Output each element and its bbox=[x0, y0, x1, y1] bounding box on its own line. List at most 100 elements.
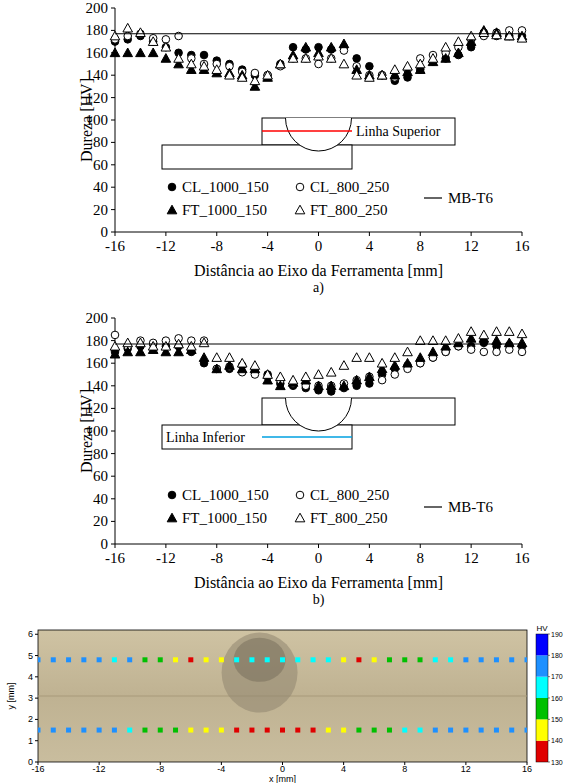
heat-cell bbox=[479, 657, 484, 662]
x-tick bbox=[369, 232, 370, 236]
marker-triangle bbox=[123, 338, 133, 347]
marker-triangle bbox=[123, 347, 133, 356]
heat-cell bbox=[494, 728, 499, 733]
x-tick-label: -4 bbox=[217, 764, 225, 774]
data-layer bbox=[110, 327, 527, 395]
y-tick bbox=[111, 142, 115, 143]
heat-cell bbox=[158, 657, 163, 662]
x-tick-label: -16 bbox=[105, 238, 125, 254]
heat-cell bbox=[433, 728, 438, 733]
heat-cell bbox=[341, 657, 346, 662]
x-tick bbox=[267, 232, 268, 236]
marker-triangle bbox=[339, 59, 349, 68]
heat-cell bbox=[418, 728, 423, 733]
marker-triangle bbox=[479, 330, 489, 339]
marker-triangle bbox=[517, 33, 527, 42]
y-tick bbox=[111, 164, 115, 165]
y-tick-label: 160 bbox=[86, 45, 109, 61]
marker-circle bbox=[467, 346, 475, 354]
marker-triangle bbox=[276, 381, 286, 390]
marker-triangle bbox=[237, 73, 247, 82]
y-tick bbox=[35, 634, 38, 635]
y-tick bbox=[111, 363, 115, 364]
y-tick bbox=[111, 187, 115, 188]
marker-triangle bbox=[161, 54, 171, 63]
colorbar-segment bbox=[536, 741, 548, 762]
y-tick bbox=[111, 498, 115, 499]
heat-cell bbox=[387, 728, 392, 733]
colorbar-tick-label: 150 bbox=[551, 716, 563, 723]
legend-label: FT_800_250 bbox=[310, 510, 388, 526]
heat-cell bbox=[127, 657, 132, 662]
marker-triangle bbox=[225, 361, 235, 370]
heat-cell bbox=[97, 728, 102, 733]
marker-triangle bbox=[326, 381, 336, 390]
legend-label: FT_1000_150 bbox=[182, 510, 267, 526]
marker-triangle bbox=[403, 347, 413, 356]
legend-marker bbox=[296, 491, 304, 499]
legend-line bbox=[424, 197, 442, 198]
heat-cell bbox=[479, 728, 484, 733]
legend-marker bbox=[168, 183, 176, 191]
colorbar-segment bbox=[536, 655, 548, 676]
marker-triangle bbox=[148, 341, 158, 350]
legend-label: CL_800_250 bbox=[310, 487, 389, 503]
heat-cell bbox=[38, 728, 41, 733]
heat-cell bbox=[418, 657, 423, 662]
heat-cell bbox=[112, 728, 117, 733]
marker-circle bbox=[264, 71, 272, 79]
marker-triangle bbox=[326, 367, 336, 376]
marker-triangle bbox=[377, 70, 387, 79]
marker-triangle bbox=[352, 353, 362, 362]
x-tick-label: 0 bbox=[315, 550, 323, 566]
marker-triangle bbox=[441, 54, 451, 63]
heat-cell bbox=[356, 657, 361, 662]
heat-cell bbox=[173, 657, 178, 662]
marker-triangle bbox=[199, 353, 209, 362]
legend-marker bbox=[295, 513, 305, 522]
inset-nugget bbox=[286, 118, 352, 151]
x-tick-label: 16 bbox=[522, 764, 532, 774]
colorbar-frame bbox=[536, 634, 548, 762]
marker-triangle bbox=[314, 370, 324, 379]
y-tick bbox=[111, 408, 115, 409]
data-layer bbox=[38, 657, 527, 732]
marker-triangle bbox=[428, 347, 438, 356]
y-tick-label: 60 bbox=[93, 157, 108, 173]
y-tick bbox=[111, 30, 115, 31]
legend-label: MB-T6 bbox=[448, 499, 494, 515]
heat-cell bbox=[372, 657, 377, 662]
marker-triangle bbox=[352, 375, 362, 384]
heat-cell bbox=[188, 657, 193, 662]
x-tick-label: -16 bbox=[31, 764, 44, 774]
marker-triangle bbox=[326, 42, 336, 51]
chart-panel: 020406080100120140160180200-16-12-8-4048… bbox=[78, 0, 530, 296]
legend-label: FT_800_250 bbox=[310, 202, 388, 218]
marker-triangle bbox=[225, 70, 235, 79]
x-tick bbox=[318, 232, 319, 236]
marker-triangle bbox=[441, 336, 451, 345]
heat-cell bbox=[295, 728, 300, 733]
marker-triangle bbox=[365, 353, 375, 362]
x-tick-label: -12 bbox=[156, 238, 176, 254]
x-tick-label: 8 bbox=[417, 550, 425, 566]
heat-cell bbox=[219, 657, 224, 662]
heat-cell bbox=[66, 657, 71, 662]
marker-triangle bbox=[466, 31, 476, 40]
heat-cell bbox=[402, 728, 407, 733]
x-tick-label: 12 bbox=[461, 764, 471, 774]
heat-cell bbox=[509, 657, 514, 662]
heat-cell bbox=[97, 657, 102, 662]
legend-marker bbox=[167, 205, 177, 214]
y-tick bbox=[111, 385, 115, 386]
x-tick bbox=[420, 544, 421, 548]
heat-cell bbox=[402, 657, 407, 662]
inset-diagram: Linha Superior bbox=[162, 118, 455, 169]
marker-triangle bbox=[339, 361, 349, 370]
colorbar-segment bbox=[536, 698, 548, 719]
heat-cell bbox=[387, 657, 392, 662]
heat-cell bbox=[219, 728, 224, 733]
x-tick-label: -8 bbox=[156, 764, 164, 774]
marker-triangle bbox=[110, 341, 120, 350]
y-axis-title: Dureza [HV] bbox=[78, 389, 95, 473]
